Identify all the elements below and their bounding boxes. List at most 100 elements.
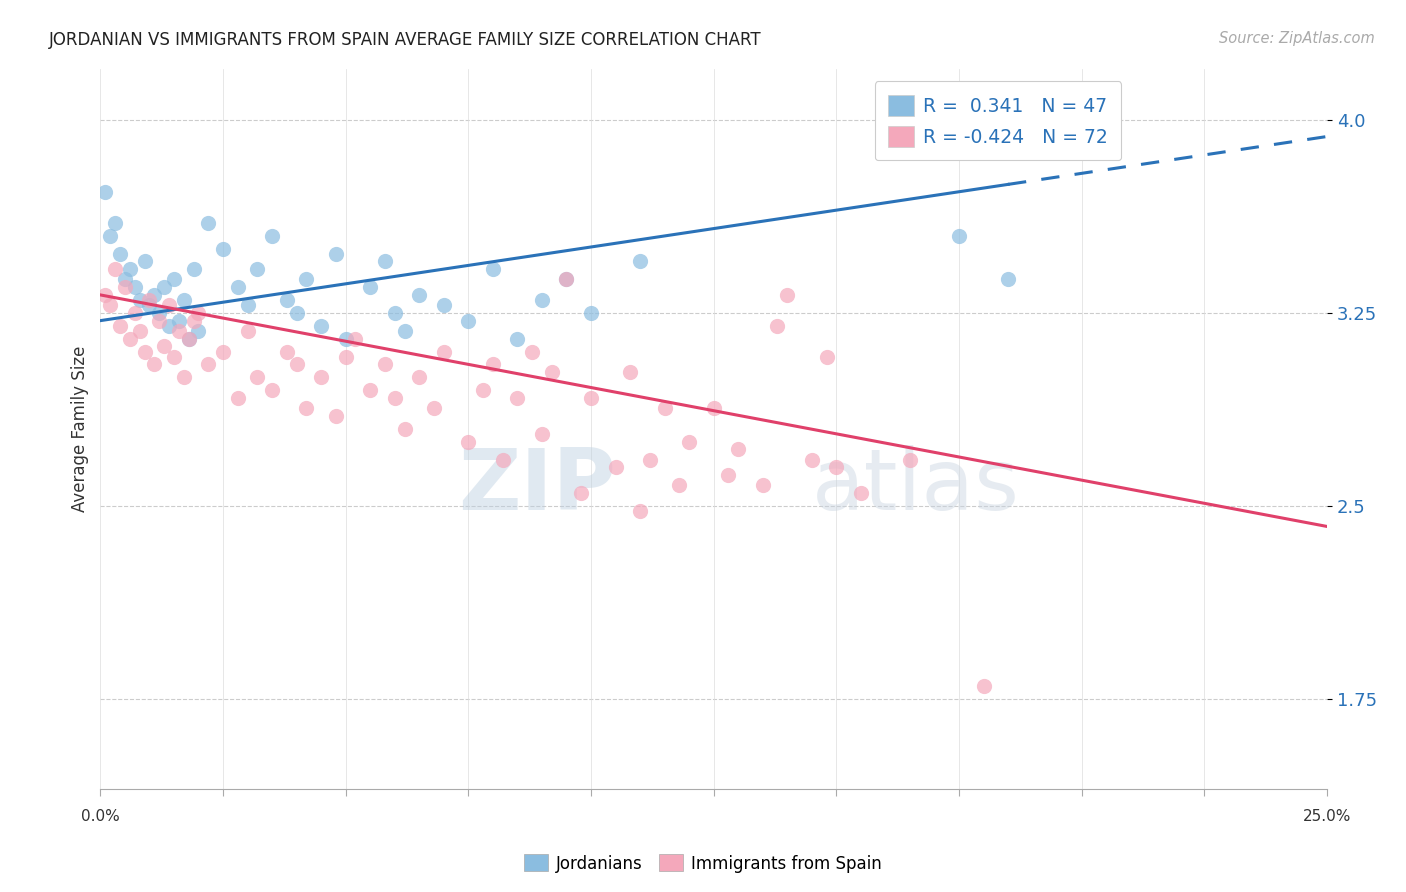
Point <box>530 293 553 307</box>
Point <box>309 370 332 384</box>
Point <box>197 357 219 371</box>
Point <box>134 344 156 359</box>
Point <box>173 293 195 307</box>
Point <box>555 272 578 286</box>
Point <box>118 332 141 346</box>
Point <box>236 298 259 312</box>
Point <box>276 293 298 307</box>
Point <box>433 298 456 312</box>
Point <box>94 288 117 302</box>
Point <box>678 434 700 449</box>
Point <box>605 460 627 475</box>
Legend: Jordanians, Immigrants from Spain: Jordanians, Immigrants from Spain <box>517 847 889 880</box>
Point <box>157 298 180 312</box>
Point <box>98 298 121 312</box>
Point <box>98 228 121 243</box>
Point <box>128 324 150 338</box>
Legend: R =  0.341   N = 47, R = -0.424   N = 72: R = 0.341 N = 47, R = -0.424 N = 72 <box>875 81 1122 161</box>
Point <box>825 460 848 475</box>
Point <box>384 391 406 405</box>
Point <box>285 357 308 371</box>
Point <box>579 306 602 320</box>
Point <box>520 344 543 359</box>
Point <box>157 318 180 333</box>
Point <box>973 679 995 693</box>
Point <box>148 313 170 327</box>
Point <box>262 228 284 243</box>
Point <box>492 452 515 467</box>
Point <box>408 288 430 302</box>
Point <box>628 254 651 268</box>
Point <box>815 350 838 364</box>
Text: Source: ZipAtlas.com: Source: ZipAtlas.com <box>1219 31 1375 46</box>
Point <box>153 280 176 294</box>
Point <box>394 422 416 436</box>
Point <box>187 306 209 320</box>
Point <box>344 332 367 346</box>
Point <box>482 262 505 277</box>
Point <box>236 324 259 338</box>
Point <box>359 280 381 294</box>
Point <box>530 426 553 441</box>
Point <box>506 391 529 405</box>
Point <box>128 293 150 307</box>
Point <box>295 401 318 416</box>
Point <box>374 357 396 371</box>
Text: 25.0%: 25.0% <box>1303 809 1351 824</box>
Point <box>433 344 456 359</box>
Point <box>540 365 562 379</box>
Point <box>948 228 970 243</box>
Point <box>325 409 347 423</box>
Point <box>114 280 136 294</box>
Text: ZIP: ZIP <box>458 445 616 528</box>
Y-axis label: Average Family Size: Average Family Size <box>72 345 89 512</box>
Point <box>134 254 156 268</box>
Point <box>262 383 284 397</box>
Point <box>124 280 146 294</box>
Point <box>114 272 136 286</box>
Point <box>173 370 195 384</box>
Text: atlas: atlas <box>811 445 1019 528</box>
Point <box>325 246 347 260</box>
Point <box>335 332 357 346</box>
Point <box>506 332 529 346</box>
Point <box>374 254 396 268</box>
Point <box>997 272 1019 286</box>
Text: 0.0%: 0.0% <box>82 809 120 824</box>
Point <box>309 318 332 333</box>
Point <box>118 262 141 277</box>
Point <box>246 262 269 277</box>
Point <box>717 468 740 483</box>
Point <box>703 401 725 416</box>
Point <box>183 262 205 277</box>
Point <box>359 383 381 397</box>
Point <box>167 313 190 327</box>
Point <box>108 246 131 260</box>
Point <box>295 272 318 286</box>
Point <box>246 370 269 384</box>
Point <box>569 486 592 500</box>
Point <box>124 306 146 320</box>
Point <box>212 242 235 256</box>
Point <box>197 216 219 230</box>
Point <box>285 306 308 320</box>
Point <box>394 324 416 338</box>
Point <box>94 185 117 199</box>
Point <box>776 288 799 302</box>
Point <box>638 452 661 467</box>
Point <box>143 357 166 371</box>
Point <box>148 306 170 320</box>
Point <box>108 318 131 333</box>
Point <box>138 298 160 312</box>
Point <box>482 357 505 371</box>
Point <box>104 216 127 230</box>
Point <box>187 324 209 338</box>
Point <box>800 452 823 467</box>
Point <box>898 452 921 467</box>
Point <box>384 306 406 320</box>
Point <box>163 272 186 286</box>
Point <box>104 262 127 277</box>
Point <box>226 280 249 294</box>
Point <box>138 293 160 307</box>
Point <box>177 332 200 346</box>
